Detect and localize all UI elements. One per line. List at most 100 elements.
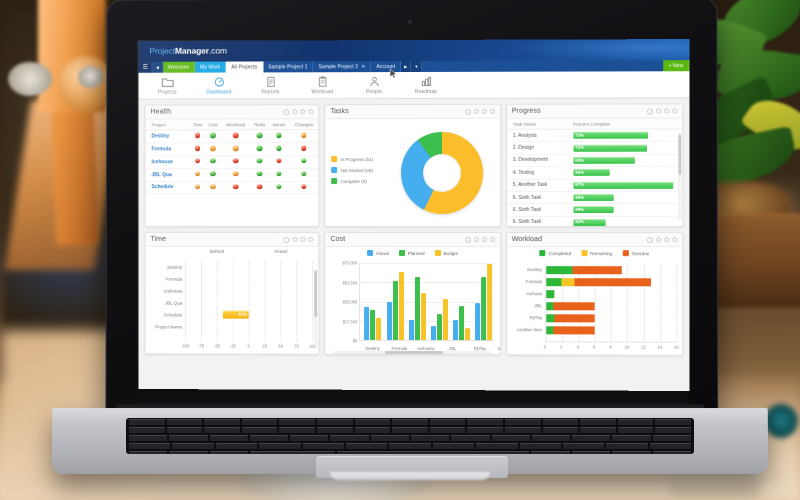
bar[interactable] — [386, 302, 392, 340]
close-icon[interactable] — [489, 108, 495, 114]
settings-icon[interactable] — [656, 237, 662, 243]
bar[interactable] — [459, 305, 465, 341]
tabs-next-button[interactable]: ▶ — [401, 61, 412, 73]
scrollbar-thumb[interactable] — [314, 270, 318, 317]
legend-item[interactable]: Completed — [539, 250, 571, 257]
bar[interactable] — [487, 264, 493, 341]
bar-segment[interactable] — [545, 313, 555, 322]
tab-welcome[interactable]: Welcome — [163, 61, 196, 73]
list-item[interactable]: 2. Design 72% — [506, 141, 683, 155]
health-project-name[interactable]: Schedule — [145, 181, 190, 194]
search-icon[interactable] — [647, 108, 653, 114]
list-item[interactable]: 6. Sixth Task 39% — [506, 204, 683, 217]
scrollbar-thumb[interactable] — [678, 134, 682, 175]
settings-icon[interactable] — [473, 108, 479, 114]
bar[interactable] — [376, 317, 382, 340]
bar[interactable] — [430, 325, 436, 341]
list-item[interactable]: 1. Analysis 73% — [506, 129, 683, 143]
health-project-name[interactable]: Destiny — [145, 129, 190, 143]
list-item[interactable]: 6. Sixth Task 32% — [506, 216, 683, 227]
close-icon[interactable] — [308, 236, 314, 242]
close-icon[interactable] — [672, 237, 678, 243]
nav-item-people[interactable]: People — [357, 75, 391, 95]
refresh-icon[interactable] — [481, 108, 487, 114]
bar-segment[interactable] — [545, 277, 562, 286]
bar[interactable]: 71% — [204, 323, 249, 331]
search-icon[interactable] — [284, 109, 290, 115]
close-icon[interactable] — [308, 109, 314, 115]
bar-segment[interactable] — [574, 277, 651, 286]
legend-item[interactable]: Remaining — [581, 250, 612, 257]
legend-item[interactable]: Planned — [398, 249, 425, 256]
settings-icon[interactable] — [292, 109, 298, 115]
health-project-name[interactable]: Formula — [145, 142, 190, 156]
bar[interactable] — [442, 299, 448, 341]
bar-segment[interactable] — [553, 325, 595, 334]
hamburger-icon[interactable]: ☰ — [138, 61, 153, 73]
list-item[interactable]: 3. Development 60% — [506, 154, 683, 168]
refresh-icon[interactable] — [481, 237, 487, 243]
bar[interactable] — [465, 328, 471, 341]
health-project-name[interactable]: Icehouse — [145, 155, 190, 169]
list-item[interactable]: 6. Sixth Task 39% — [506, 191, 683, 205]
search-icon[interactable] — [647, 237, 653, 243]
new-button[interactable]: + New — [663, 60, 690, 72]
bar-segment[interactable] — [554, 313, 595, 322]
bar[interactable] — [420, 292, 426, 341]
legend-item[interactable]: Actual — [366, 249, 389, 256]
tabs-prev-button[interactable]: ◀ — [152, 61, 164, 73]
bar[interactable] — [370, 309, 376, 340]
close-icon[interactable] — [672, 108, 678, 114]
scrollbar-thumb[interactable] — [385, 350, 444, 355]
refresh-icon[interactable] — [664, 237, 670, 243]
health-project-name[interactable]: JBL Qua — [145, 168, 190, 182]
table-row[interactable]: JBL Qua — [145, 168, 319, 182]
bar[interactable]: 67% — [206, 299, 249, 307]
bar[interactable]: 41% — [222, 310, 249, 319]
close-icon[interactable]: ✕ — [361, 63, 366, 70]
bar-segment[interactable] — [545, 265, 572, 274]
list-item[interactable]: 4. Testing 36% — [506, 166, 683, 180]
list-item[interactable]: 5. Another Task 97% — [506, 179, 683, 192]
settings-icon[interactable] — [656, 108, 662, 114]
bar[interactable]: 82% — [197, 263, 249, 271]
legend-item[interactable]: Budget — [434, 250, 458, 257]
bar-segment[interactable] — [561, 277, 575, 286]
tab-my-work[interactable]: My Work — [195, 61, 227, 73]
refresh-icon[interactable] — [300, 236, 306, 242]
tab-sample-project-2[interactable]: Sample Project 2 ✕ — [313, 61, 372, 73]
bar-segment[interactable] — [545, 301, 554, 310]
bar[interactable] — [481, 277, 487, 341]
refresh-icon[interactable] — [664, 108, 670, 114]
nav-item-projects[interactable]: Projects — [150, 76, 184, 96]
bar[interactable] — [364, 306, 370, 340]
table-row[interactable]: Formula — [145, 142, 319, 156]
tab-all-projects[interactable]: All Projects — [226, 61, 264, 73]
table-row[interactable]: Destiny — [145, 129, 319, 143]
bar[interactable] — [392, 281, 398, 340]
bar-segment[interactable] — [553, 301, 595, 310]
bar-segment[interactable] — [571, 265, 622, 274]
search-icon[interactable] — [465, 108, 471, 114]
legend-item[interactable]: Complete (9) — [331, 178, 397, 185]
legend-item[interactable]: In Progress (51) — [331, 156, 397, 163]
bar[interactable] — [398, 272, 404, 340]
nav-item-roadmap[interactable]: Roadmap — [409, 75, 443, 95]
table-row[interactable]: Schedule — [145, 181, 319, 194]
bar[interactable] — [408, 319, 414, 341]
bar[interactable] — [414, 276, 420, 341]
nav-item-dashboard[interactable]: Dashboard — [202, 75, 236, 95]
settings-icon[interactable] — [473, 237, 479, 243]
brand-logo[interactable]: ProjectManager.com — [149, 46, 226, 56]
nav-item-workload[interactable]: Workload — [305, 75, 339, 95]
legend-item[interactable]: Not Started (29) — [331, 167, 397, 174]
bar-segment[interactable] — [545, 289, 555, 298]
legend-item[interactable]: Overdue — [622, 250, 649, 257]
nav-item-reports[interactable]: Reports — [254, 75, 288, 95]
search-icon[interactable] — [284, 236, 290, 242]
bar[interactable] — [453, 319, 459, 341]
search-icon[interactable] — [465, 237, 471, 243]
bar[interactable] — [475, 302, 481, 341]
bar[interactable]: 56% — [213, 275, 249, 283]
refresh-icon[interactable] — [300, 109, 306, 115]
